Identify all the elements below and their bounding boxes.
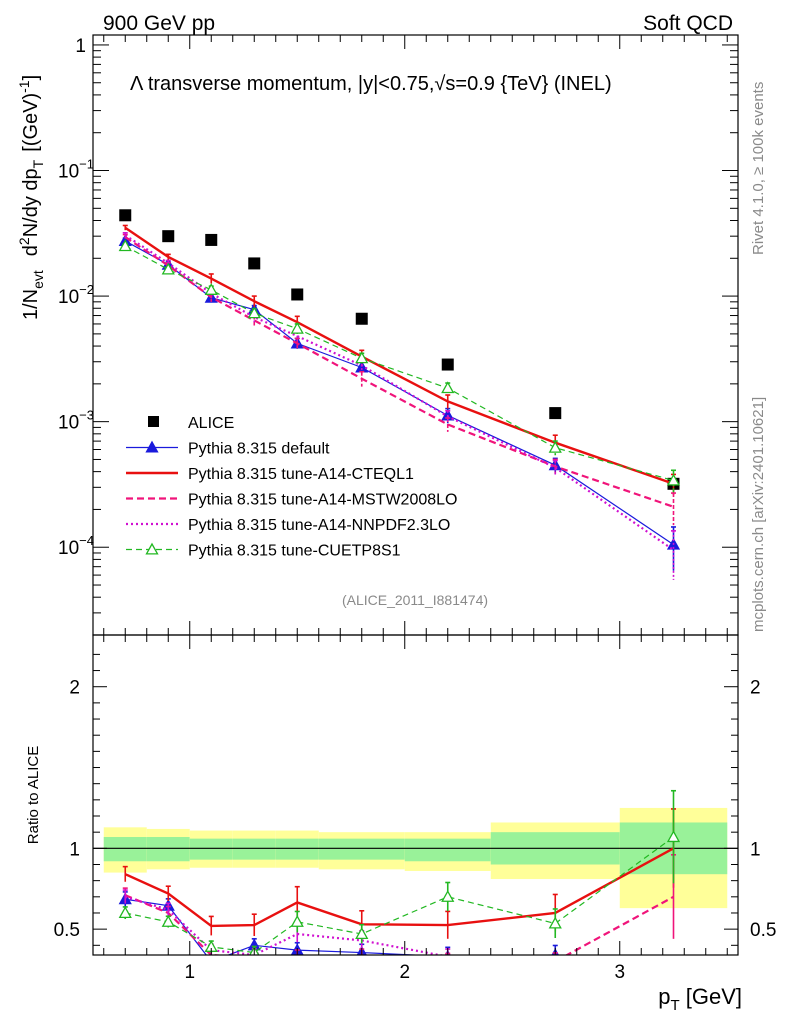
ratio-y-ticklabel-right: 1	[750, 839, 761, 860]
data-marker	[441, 381, 455, 394]
data-marker	[355, 351, 369, 364]
ticklabel-exp: −3	[79, 408, 94, 423]
main-y-ticklabel: 10−2	[58, 282, 94, 308]
ticklabel-base: 10	[58, 162, 79, 183]
ratio-y-ticklabel-right: 0.5	[750, 920, 776, 941]
rivet-label: Rivet 4.1.0, ≥ 100k events	[750, 82, 767, 255]
ticklabel-exp: −4	[79, 533, 94, 548]
legend-label: Pythia 8.315 tune-CUETP8S1	[188, 543, 401, 560]
ticklabel-base: 10	[58, 413, 79, 434]
legend-swatch	[148, 416, 159, 427]
alice-point	[549, 407, 562, 420]
ticklabel-exp: −2	[79, 282, 94, 297]
ratio-line	[125, 836, 674, 954]
ratio-marker	[118, 906, 132, 919]
legend-label: Pythia 8.315 tune-A14-NNPDF2.3LO	[188, 517, 450, 534]
ratio-y-label: Ratio to ALICE	[25, 746, 42, 844]
legend-marker	[145, 542, 159, 555]
stat-band	[404, 838, 491, 862]
ratio-marker	[161, 915, 175, 927]
alice-point	[248, 257, 261, 270]
data-marker	[290, 321, 304, 334]
legend-marker	[145, 440, 159, 453]
ratio-marker	[548, 916, 562, 929]
legend-label: Pythia 8.315 tune-A14-MSTW2008LO	[188, 492, 457, 509]
ratio-series-3	[122, 889, 451, 955]
alice-point	[441, 358, 454, 371]
y-axis-label: 1/Nevtd2N/dy dpT[(GeV)-1]	[16, 75, 46, 320]
stat-band	[189, 838, 233, 860]
series-line	[124, 234, 675, 551]
header-right: Soft QCD	[643, 12, 733, 35]
main-y-ticklabel: 10−3	[58, 408, 94, 434]
ratio-y-ticklabel: 2	[69, 678, 80, 699]
data-marker	[666, 473, 681, 486]
stat-band	[318, 838, 405, 860]
data-marker	[118, 239, 132, 252]
ratio-y-ticklabel: 1	[69, 839, 80, 860]
main-panel: 110−110−210−310−4 Λ transverse momentum,…	[16, 34, 739, 636]
series-5	[118, 239, 681, 494]
data-marker	[204, 283, 218, 295]
x-axis-label: pT [GeV]	[658, 984, 742, 1014]
ratio-marker	[441, 889, 455, 902]
stat-band	[146, 837, 190, 862]
legend-label: ALICE	[188, 415, 234, 432]
legend-label: Pythia 8.315 tune-A14-CTEQL1	[188, 466, 414, 483]
x-ticklabel: 1	[184, 962, 195, 983]
alice-point	[119, 209, 132, 222]
analysis-label: (ALICE_2011_I881474)	[342, 592, 488, 608]
ticklabel-base: 10	[58, 538, 79, 559]
legend-label: Pythia 8.315 default	[188, 441, 330, 458]
ratio-marker	[666, 830, 681, 843]
ratio-marker	[290, 915, 304, 927]
ratio-marker	[355, 927, 369, 940]
alice-point	[355, 312, 368, 325]
ratio-marker	[211, 954, 212, 955]
data-marker	[548, 440, 562, 453]
data-marker	[247, 306, 261, 319]
x-ticklabel: 2	[399, 962, 410, 983]
ratio-y-ticklabel-right: 2	[750, 678, 761, 699]
alice-point	[291, 288, 304, 301]
ratio-line	[124, 894, 675, 955]
x-ticklabel: 3	[614, 962, 625, 983]
ratio-y-ticklabel: 0.5	[54, 920, 80, 941]
ratio-panel: 1 2 3 0.5 0.5 1 1 2 2 Ratio to ALICE pT [GeV]	[25, 634, 776, 1014]
main-y-ticklabel: 10−1	[58, 157, 94, 183]
legend: ALICE Pythia 8.315 default Pythia 8.315 tu…	[126, 415, 457, 560]
plot-title: Λ transverse momentum, |y|<0.75,√s=0.9 {…	[130, 73, 612, 95]
stat-band	[232, 838, 276, 860]
ticklabel-exp: −1	[79, 157, 94, 172]
alice-point	[162, 230, 175, 243]
mcplots-label: mcplots.cern.ch [arXiv:2401.10621]	[750, 397, 767, 632]
data-marker	[161, 262, 175, 275]
main-y-ticklabel: 10−4	[58, 533, 94, 559]
stat-band	[275, 838, 319, 860]
stat-band	[103, 837, 147, 862]
ticklabel-base: 10	[58, 287, 79, 308]
ratio-line	[125, 898, 556, 955]
alice-point	[205, 233, 218, 246]
main-y-ticklabel: 1	[75, 36, 86, 57]
header-left: 900 GeV pp	[103, 12, 215, 35]
ratio-frame	[92, 634, 739, 956]
